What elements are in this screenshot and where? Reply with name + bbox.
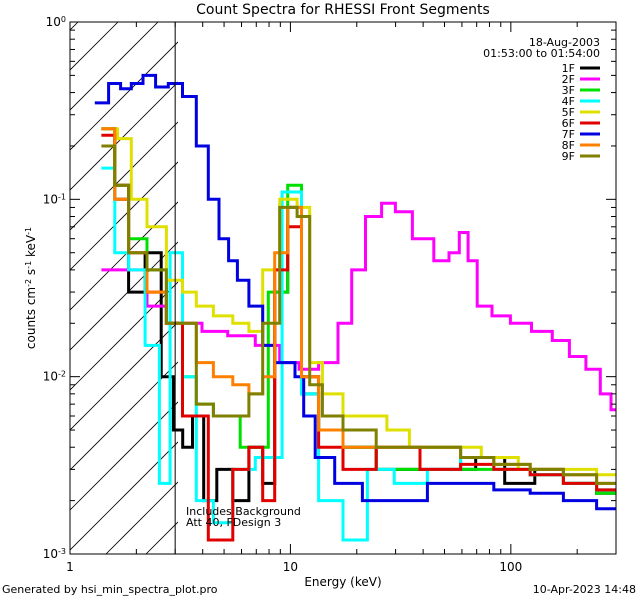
x-axis-label: Energy (keV) [304, 575, 381, 589]
legend-label-8F: 8F [562, 139, 575, 152]
y-label-exp: -2 [24, 279, 33, 287]
series-line-7F [94, 73, 616, 511]
hatch-line [70, 41, 178, 151]
legend-label-6F: 6F [562, 117, 575, 130]
y-tick-label: 100 [46, 15, 66, 30]
hatch-line [70, 81, 178, 191]
note-background: Includes Background [186, 505, 301, 518]
legend-label-1F: 1F [562, 62, 575, 75]
chart-title: Count Spectra for RHESSI Front Segments [196, 2, 490, 18]
legend-label-7F: 7F [562, 128, 575, 141]
series-line-5F [101, 127, 616, 477]
y-label-exp: -1 [24, 227, 33, 235]
generated-by-text: Generated by hsi_min_spectra_plot.pro [2, 583, 218, 596]
observation-time-range: 01:53:00 to 01:54:00 [483, 47, 600, 60]
note-attenuator: Att 40, FDesign 3 [186, 516, 281, 529]
series-line-9F [101, 144, 616, 485]
legend-label-4F: 4F [562, 95, 575, 108]
series-line-6F [101, 133, 616, 542]
y-tick-label: 10-2 [43, 369, 66, 384]
hatch-line [70, 241, 178, 351]
y-label-part: counts cm [24, 287, 38, 349]
plot-frame [69, 21, 617, 555]
hatch-line [70, 441, 178, 551]
observation-date: 18-Aug-2003 [529, 36, 600, 49]
legend-label-5F: 5F [562, 106, 575, 119]
hatch-line [70, 22, 79, 31]
legend-label-9F: 9F [562, 150, 575, 163]
x-tick-label: 10 [283, 560, 298, 574]
y-axis-label: counts cm-2 s-1 keV-1 [24, 227, 39, 349]
legend-label-2F: 2F [562, 73, 575, 86]
legend-label-3F: 3F [562, 84, 575, 97]
y-label-exp: -1 [24, 261, 33, 269]
x-tick-label: 100 [499, 560, 522, 574]
y-tick-label: 10-3 [43, 547, 66, 562]
hatch-line [0, 0, 20, 600]
x-tick-label: 1 [66, 560, 74, 574]
axis-ticks: 1 10 100 10-3 10-2 10-1 100 [43, 15, 617, 574]
series-line-3F [101, 127, 616, 495]
hatch-line [145, 521, 178, 554]
y-label-part: keV [24, 234, 38, 261]
footer-timestamp: 10-Apr-2023 14:48 [532, 583, 636, 596]
hatch-line [70, 22, 159, 111]
hatch-line [105, 481, 178, 554]
series-lines [94, 73, 616, 542]
y-tick-label: 10-1 [43, 192, 66, 207]
y-label-part: s [24, 269, 38, 279]
hatch-line [70, 281, 178, 391]
series-line-2F [101, 201, 616, 412]
series-line-1F [101, 127, 616, 503]
